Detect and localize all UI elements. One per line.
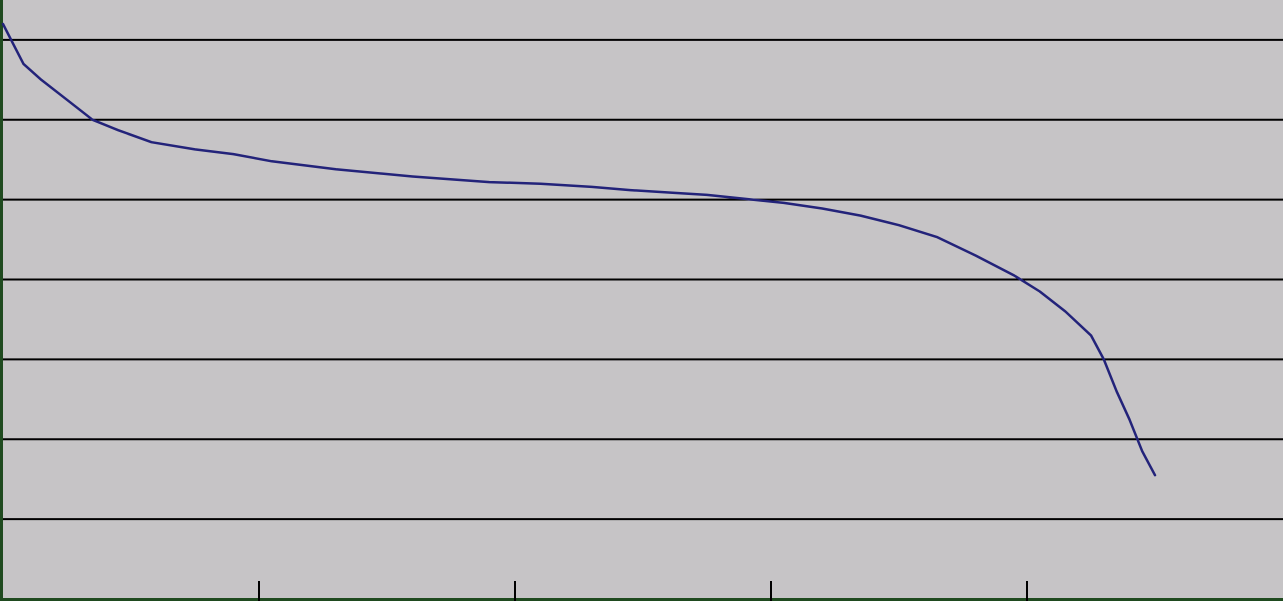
series-layer: [1, 22, 1157, 477]
gridlines: [3, 38, 1283, 521]
series-line-1: [1, 22, 1157, 477]
